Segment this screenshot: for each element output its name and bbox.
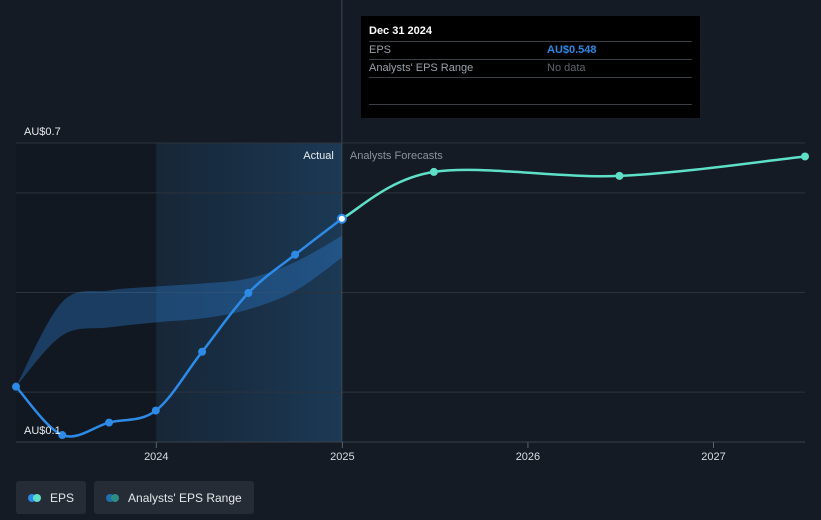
eps-point (151, 406, 160, 415)
y-axis-bottom-label: AU$0.1 (24, 425, 61, 437)
eps-range-swatch-dot-2 (111, 493, 120, 502)
tooltip-date: Dec 31 2024 (369, 16, 692, 42)
tooltip-range-value: No data (547, 62, 586, 74)
actual-label: Actual (303, 150, 334, 162)
x-tick-label: 2027 (701, 451, 725, 463)
legend-eps-range-label: Analysts' EPS Range (128, 490, 242, 505)
eps-point (291, 250, 300, 259)
eps-forecast-point (801, 152, 809, 161)
legend-item-eps-range[interactable]: Analysts' EPS Range (94, 481, 254, 514)
tooltip-range-label: Analysts' EPS Range (369, 62, 474, 74)
eps-chart: 2024 2025 2026 2027 AU$0.7 AU$0.1 Actual Analys… (12, 0, 809, 463)
forecast-label: Analysts Forecasts (350, 150, 443, 162)
legend-eps-label: EPS (50, 490, 75, 505)
eps-forecast-line (341, 155, 806, 220)
eps-swatch-icon (28, 493, 42, 502)
tooltip-row-range: Analysts' EPS Range No data (369, 60, 692, 78)
tooltip: Dec 31 2024 EPS AU$0.548 Analysts' EPS R… (361, 16, 700, 118)
legend-item-eps[interactable]: EPS (16, 481, 87, 514)
legend: EPS Analysts' EPS Range (16, 481, 254, 514)
tooltip-spacer (369, 78, 692, 105)
y-axis-top-label: AU$0.7 (24, 126, 61, 138)
eps-point (244, 288, 253, 297)
eps-point (105, 418, 114, 427)
tooltip-eps-label: EPS (369, 44, 392, 56)
x-tick-label: 2025 (330, 451, 354, 463)
eps-highlight-point (336, 213, 347, 224)
x-tick-label: 2024 (144, 451, 168, 463)
eps-point (58, 431, 67, 440)
eps-range-band (16, 235, 342, 387)
eps-swatch-dot-2 (33, 493, 41, 502)
tooltip-eps-value: AU$0.548 (547, 44, 597, 56)
tooltip-row-eps: EPS AU$0.548 (369, 42, 692, 60)
eps-range-swatch-dot-1 (106, 493, 115, 502)
eps-swatch-dot-1 (28, 493, 36, 502)
eps-forecast-point (615, 171, 624, 180)
x-tick-label: 2026 (516, 451, 540, 463)
eps-point (198, 347, 207, 356)
eps-point (12, 382, 20, 391)
eps-forecast-point (429, 167, 438, 176)
eps-range-swatch-icon (106, 493, 120, 502)
